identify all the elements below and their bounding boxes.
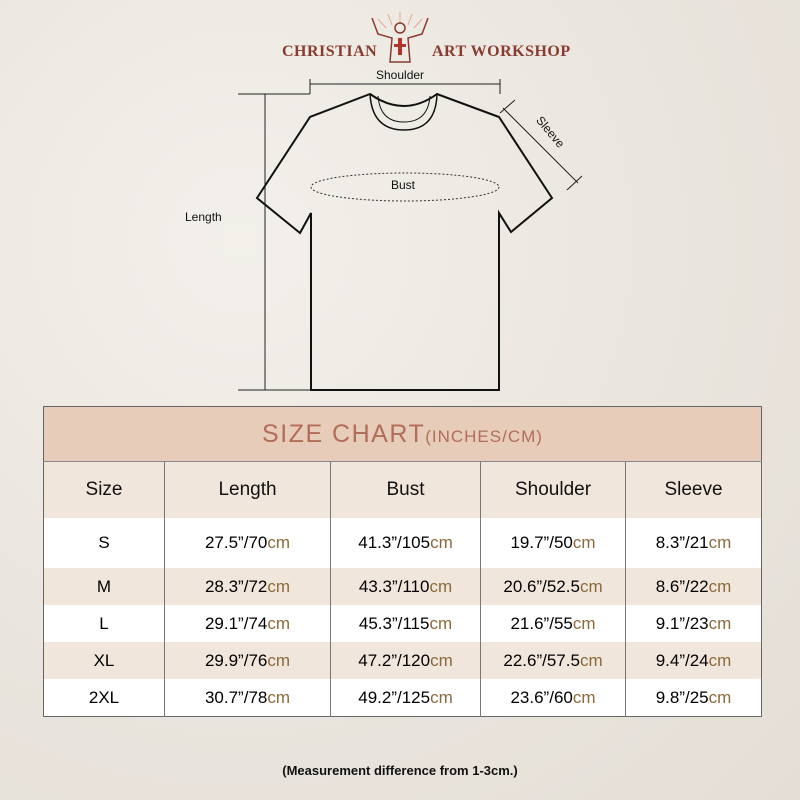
measurement-cell: 9.1”/23cm [625,605,762,642]
measurement-cell: 8.6”/22cm [625,568,762,605]
measurement-cell: 27.5”/70cm [164,518,331,568]
measurement-cell: 9.8”/25cm [625,679,762,717]
measurement-cell: 21.6”/55cm [480,605,626,642]
measurement-cell: 28.3”/72cm [164,568,331,605]
table-row: XL 29.9”/76cm 47.2”/120cm 22.6”/57.5cm 9.4”/… [43,642,762,679]
header-size: Size [43,461,165,518]
measurement-cell: 22.6”/57.5cm [480,642,626,679]
size-cell: XL [43,642,165,679]
measurement-cell: 19.7”/50cm [480,518,626,568]
size-cell: S [43,518,165,568]
measurement-cell: 45.3”/115cm [330,605,481,642]
brand-name-right: ART WORKSHOP [432,43,571,60]
tshirt-diagram [238,79,583,391]
measurement-cell: 9.4”/24cm [625,642,762,679]
measurement-cell: 47.2”/120cm [330,642,481,679]
measurement-cell: 23.6”/60cm [480,679,626,717]
header-bust: Bust [330,461,481,518]
size-cell: 2XL [43,679,165,717]
measurement-cell: 29.9”/76cm [164,642,331,679]
measurement-cell: 8.3”/21cm [625,518,762,568]
table-row: 2XL 30.7”/78cm 49.2”/125cm 23.6”/60cm 9.8”/2… [43,679,762,717]
header-shoulder: Shoulder [480,461,626,518]
measurement-cell: 29.1”/74cm [164,605,331,642]
length-label: Length [185,210,222,224]
measurement-cell: 41.3”/105cm [330,518,481,568]
size-cell: M [43,568,165,605]
table-row: L 29.1”/74cm 45.3”/115cm 21.6”/55cm 9.1”/23c… [43,605,762,642]
table-row: S 27.5”/70cm 41.3”/105cm 19.7”/50cm 8.3”/21c… [43,518,762,568]
table-row: M 28.3”/72cm 43.3”/110cm 20.6”/52.5cm 8.6”/2… [43,568,762,605]
brand-name-left: CHRISTIAN [282,43,378,60]
header-sleeve: Sleeve [625,461,762,518]
size-cell: L [43,605,165,642]
measurement-cell: 49.2”/125cm [330,679,481,717]
header-length: Length [164,461,331,518]
bust-label: Bust [391,178,416,192]
jesus-cross-icon [371,12,429,63]
size-chart-table: SIZE CHART(INCHES/CM) Size Length Bust S… [43,406,762,717]
measurement-cell: 30.7”/78cm [164,679,331,717]
shoulder-label: Shoulder [376,68,425,82]
measurement-cell: 43.3”/110cm [330,568,481,605]
size-chart-title: SIZE CHART(INCHES/CM) [43,406,762,462]
measurement-cell: 20.6”/52.5cm [480,568,626,605]
measurement-note: (Measurement difference from 1-3cm.) [282,763,518,778]
